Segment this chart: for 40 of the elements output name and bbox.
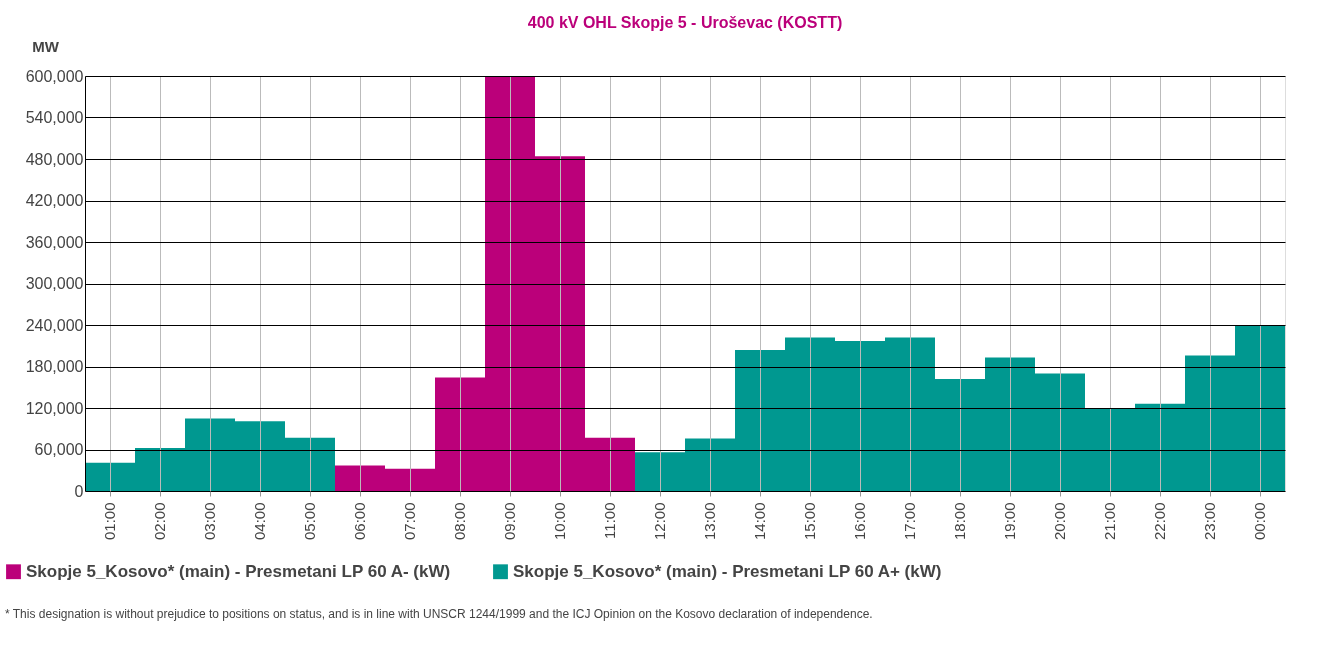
- y-tick-label: 300,000: [25, 275, 84, 292]
- x-tick-label: 23:00: [1201, 502, 1218, 541]
- x-tick-label: 20:00: [1051, 502, 1068, 541]
- x-tick-label: 10:00: [551, 502, 568, 541]
- x-tick-label: 22:00: [1151, 502, 1168, 541]
- x-tick-label: 19:00: [1001, 502, 1018, 541]
- legend-label: Skopje 5_Kosovo* (main) - Presmetani LP 60 A+ (kW): [513, 561, 942, 581]
- y-tick-label: 60,000: [34, 441, 84, 458]
- x-tick-label: 05:00: [301, 502, 318, 541]
- x-tick-label: 01:00: [101, 502, 118, 541]
- x-tick-label: 13:00: [701, 502, 718, 541]
- y-tick-label: 360,000: [25, 233, 84, 251]
- x-tick-label: 21:00: [1101, 502, 1118, 541]
- x-tick-label: 16:00: [851, 502, 868, 541]
- y-tick-label: 600,000: [25, 67, 84, 85]
- y-tick-label: 240,000: [25, 316, 84, 334]
- y-tick-label: 540,000: [25, 109, 84, 126]
- text: * This designation is without prejudice to positions on status, and is in line with UNSCR 1244/1999 and the ICJ Opinion on the Kosovo declaration of independence.: [5, 607, 873, 621]
- x-tick-label: 02:00: [151, 502, 168, 541]
- x-tick-label: 04:00: [251, 502, 268, 541]
- x-tick-label: 12:00: [651, 502, 668, 541]
- x-tick-label: 08:00: [451, 502, 468, 541]
- x-tick-label: 15:00: [801, 502, 818, 541]
- x-tick-label: 03:00: [201, 502, 218, 541]
- y-tick-label: 180,000: [25, 358, 84, 375]
- y-axis-title: MW: [32, 37, 60, 55]
- x-tick-label: 06:00: [351, 502, 368, 541]
- x-tick-label: 14:00: [751, 502, 768, 541]
- y-tick-label: 120,000: [25, 399, 84, 417]
- chart-title: 400 kV OHL Skopje 5 - Uroševac (KOSTT): [527, 14, 843, 31]
- x-tick-label: 17:00: [901, 502, 918, 541]
- x-tick-label: 00:00: [1251, 502, 1268, 541]
- y-tick-label: 480,000: [25, 150, 84, 168]
- legend-label: Skopje 5_Kosovo* (main) - Presmetani LP 60 A- (kW): [26, 561, 451, 581]
- x-tick-label: 18:00: [951, 502, 968, 541]
- x-tick-label: 09:00: [501, 502, 518, 541]
- y-tick-label: 0: [74, 482, 84, 500]
- x-tick-label: 11:00: [601, 502, 618, 539]
- y-tick-label: 420,000: [25, 192, 84, 209]
- x-tick-label: 07:00: [401, 502, 418, 541]
